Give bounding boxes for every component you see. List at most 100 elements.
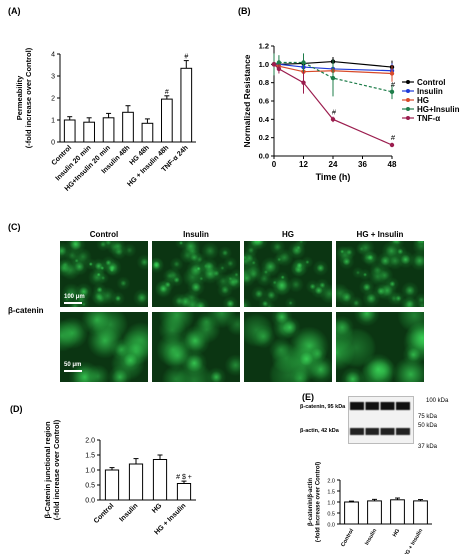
chart0-bar — [141, 122, 154, 143]
chart0-bar — [180, 67, 193, 143]
micrograph-insulin-low — [152, 241, 240, 307]
chart1-legend-marker — [406, 98, 410, 102]
chart1-point — [301, 80, 306, 85]
chart1-y-tick-label: 0.6 — [259, 97, 269, 106]
chart1-point — [276, 66, 282, 72]
micrograph-hg-low — [244, 241, 332, 307]
panel-label-a: (A) — [8, 6, 21, 16]
chart2-y-tick-label: 2.0 — [85, 438, 95, 445]
chart1-y-tick-label: 0.2 — [259, 133, 269, 142]
chart1-y-tick-label: 0.4 — [259, 115, 270, 124]
panel-label-c: (C) — [8, 222, 21, 232]
blot-label-beta-catenin: β-catenin, 95 kDa — [300, 404, 346, 410]
chart0-bar — [102, 117, 115, 143]
chart3-y-tick-label: 1.5 — [327, 490, 335, 496]
chart1-legend-label: Control — [417, 78, 445, 87]
chart3-y-tick-label: 0.5 — [327, 512, 335, 518]
chart1-point — [301, 60, 306, 65]
chart1-annotation: # — [391, 133, 396, 142]
micrograph-control-low — [60, 241, 148, 307]
micrograph-row-label: β-catenin — [8, 306, 44, 315]
chart2-x-tick-label: Control — [93, 502, 116, 525]
blot-band-beta-catenin — [350, 402, 410, 410]
chart1-legend-label: HG — [417, 96, 429, 105]
chart1-legend-marker — [406, 107, 410, 111]
chart1-point — [389, 89, 395, 95]
micrograph-hg-insulin-high — [336, 312, 424, 382]
panel-label-e: (E) — [302, 392, 314, 402]
chart1-x-tick-label: 36 — [358, 160, 367, 169]
chart2-bar — [128, 463, 144, 501]
chart2-y-tick-label: 1.0 — [85, 468, 95, 475]
scale-bar-label-top: 100 μm — [64, 294, 85, 300]
chart1-x-label: Time (h) — [316, 172, 351, 182]
chart3-y-label: β-catenin/β-actin — [308, 478, 314, 526]
chart1-annotation: # — [391, 80, 396, 89]
chart1-y-tick-label: 0.0 — [259, 152, 269, 161]
chart1-y-tick-label: 1.0 — [259, 60, 269, 69]
chart3-y-tick-label: 1.0 — [327, 501, 335, 507]
scale-bar-top — [64, 302, 82, 304]
chart3-y-tick-label: 0.0 — [327, 523, 335, 529]
chart3-bar — [367, 500, 382, 525]
chart1-y-label: Normalized Resistance — [242, 54, 252, 147]
chart1-point — [330, 117, 336, 122]
chart0-bar — [63, 119, 76, 143]
micrograph-col-header-hg: HG — [282, 230, 294, 239]
micrograph-col-header-control: Control — [89, 230, 119, 239]
chart3-y-tick-label: 2.0 — [327, 479, 335, 485]
chart3-bar — [344, 501, 359, 525]
chart2-y-tick-label: 1.5 — [85, 453, 95, 460]
chart2-x-tick-label: Insulin — [119, 502, 140, 523]
chart0-bar — [83, 121, 95, 143]
chart1-x-tick-label: 24 — [329, 160, 338, 169]
chart1-point — [330, 75, 336, 81]
chart1-x-tick-label: 12 — [299, 160, 308, 169]
chart0-y-label: Permeability — [15, 75, 24, 120]
blot-band-beta-actin — [350, 428, 410, 435]
chart0-bar — [122, 111, 134, 143]
chart0-y-tick-label: 1 — [51, 118, 55, 125]
chart2-annotation: # $ + — [176, 474, 192, 481]
panel-label-d: (D) — [10, 404, 23, 414]
chart1-point — [389, 71, 395, 76]
chart0-annotation: # — [165, 89, 169, 96]
chart2-bar — [152, 459, 168, 501]
chart0-y-tick-label: 0 — [51, 140, 55, 147]
chart1-legend-marker — [406, 116, 410, 120]
chart3-bar — [390, 499, 405, 525]
chart3-x-tick-label: HG + Insulin — [403, 527, 425, 554]
chart0-y-label: (-fold increase over Control) — [24, 47, 33, 148]
blot-marker-37: 37 kDa — [418, 444, 438, 450]
chart0-bar — [161, 98, 173, 143]
blot-marker-50: 50 kDa — [418, 423, 438, 429]
chart1-x-tick-label: 48 — [388, 160, 397, 169]
chart1-legend-label: Insulin — [417, 87, 443, 96]
chart1-legend-marker — [406, 80, 410, 84]
chart2-x-tick-label: HG — [151, 502, 164, 515]
blot-label-beta-actin: β-actin, 42 kDa — [300, 428, 339, 434]
scale-bar-bottom — [64, 370, 82, 372]
scale-bar-label-bottom: 50 μm — [64, 362, 82, 368]
micrograph-insulin-high — [152, 312, 240, 382]
blot-marker-100: 100 kDa — [426, 398, 449, 404]
micrograph-col-header-hg-insulin: HG + Insulin — [356, 230, 404, 239]
chart2-y-tick-label: 0.5 — [85, 483, 95, 490]
chart1-legend-label: HG+Insulin — [417, 105, 460, 114]
blot-marker-75: 75 kDa — [418, 414, 438, 420]
chart2-y-tick-label: 0.0 — [85, 498, 95, 505]
chart0-annotation: # — [184, 54, 188, 61]
chart1-point — [276, 60, 282, 65]
chart0-y-tick-label: 3 — [51, 74, 55, 81]
panel-label-b: (B) — [238, 6, 251, 16]
chart2-y-label: (-fold increase over Control) — [52, 419, 61, 520]
chart2-bar — [176, 483, 192, 501]
chart1-x-tick-label: 0 — [272, 160, 277, 169]
chart3-bar — [413, 500, 428, 525]
chart1-annotation: # — [332, 107, 337, 116]
micrograph-col-header-insulin: Insulin — [183, 230, 209, 239]
chart0-y-tick-label: 2 — [51, 96, 55, 103]
chart1-legend-marker — [406, 89, 410, 93]
chart1-legend-label: TNF-α — [417, 114, 440, 123]
